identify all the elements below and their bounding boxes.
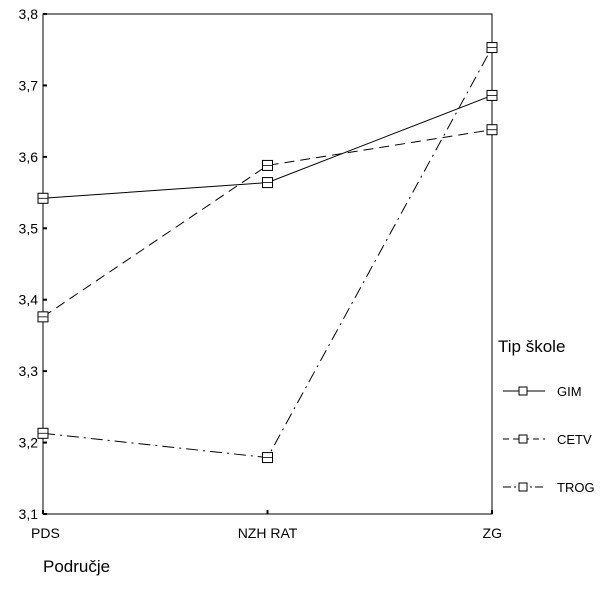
series-lines bbox=[42, 47, 493, 459]
legend-label-trog: TROG bbox=[557, 480, 595, 495]
y-tick-label: 3,5 bbox=[19, 220, 39, 236]
y-tick-label: 3,2 bbox=[19, 435, 39, 451]
y-tick-label: 3,8 bbox=[19, 6, 39, 22]
x-tick-label: PDS bbox=[31, 525, 60, 541]
x-axis: PDS NZH RAT ZG bbox=[31, 510, 502, 541]
series-line-trog bbox=[42, 47, 493, 459]
series-points bbox=[37, 42, 498, 464]
legend-marker-gim bbox=[518, 386, 528, 396]
x-tick-label: ZG bbox=[483, 525, 502, 541]
legend-marker-cetv bbox=[518, 434, 528, 444]
y-axis: 3,1 3,2 3,3 3,4 3,5 3,6 3,7 3,8 bbox=[19, 6, 47, 522]
x-tick-label: NZH RAT bbox=[238, 525, 298, 541]
y-tick-label: 3,7 bbox=[19, 77, 39, 93]
y-tick-label: 3,4 bbox=[19, 292, 39, 308]
series-line-cetv bbox=[42, 129, 493, 318]
legend-title: Tip škole bbox=[498, 337, 565, 356]
legend-marker-trog bbox=[518, 482, 528, 492]
plot-frame bbox=[42, 13, 493, 515]
legend-label-gim: GIM bbox=[557, 384, 582, 399]
x-axis-title: Područje bbox=[43, 557, 110, 576]
y-tick-label: 3,3 bbox=[19, 363, 39, 379]
legend-label-cetv: CETV bbox=[557, 432, 592, 447]
y-tick-label: 3,6 bbox=[19, 149, 39, 165]
legend: Tip škole GIM CETV TROG bbox=[498, 337, 595, 495]
y-tick-label: 3,1 bbox=[19, 506, 39, 522]
